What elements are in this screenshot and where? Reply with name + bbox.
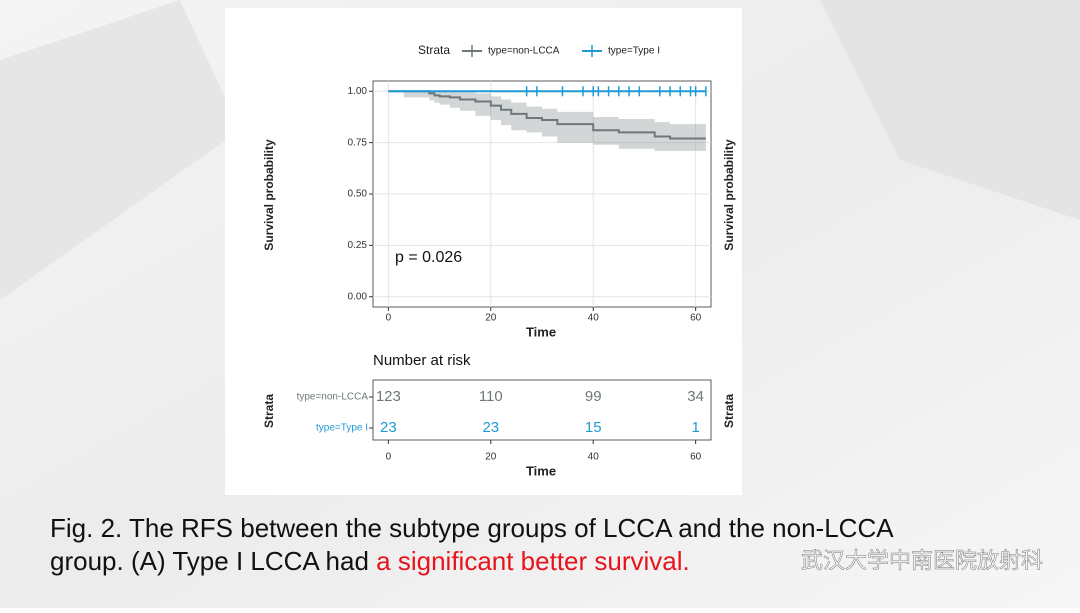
y-tick-label: 1.00 xyxy=(348,86,368,97)
legend-title: Strata xyxy=(418,43,450,57)
risk-x-label: Time xyxy=(526,463,556,478)
legend-label: type=non-LCCA xyxy=(488,46,560,57)
risk-value: 23 xyxy=(380,419,397,436)
caption-text: group. (A) Type I LCCA had xyxy=(50,546,376,576)
risk-x-tick-label: 20 xyxy=(485,452,497,463)
risk-y-label-right: Strata xyxy=(722,394,736,428)
risk-x-tick-label: 40 xyxy=(588,452,600,463)
p-value: p = 0.026 xyxy=(395,249,462,266)
confidence-band xyxy=(388,91,706,151)
x-tick-label: 40 xyxy=(588,313,600,324)
bg-shape xyxy=(0,0,240,300)
risk-panel xyxy=(372,379,712,441)
risk-value: 15 xyxy=(585,419,602,436)
y-tick-label: 0.75 xyxy=(348,137,368,148)
survival-curve xyxy=(388,90,706,140)
risk-value: 123 xyxy=(376,388,401,405)
y-tick-label: 0.00 xyxy=(348,291,368,302)
risk-row-label: type=Type I xyxy=(316,423,368,434)
y-axis-label: Survival probability xyxy=(262,139,276,251)
caption-line: group. (A) Type I LCCA had a significant… xyxy=(50,546,690,576)
watermark: 武汉大学中南医院放射科 xyxy=(801,548,1043,573)
x-axis-label: Time xyxy=(526,324,556,339)
risk-value: 1 xyxy=(691,419,699,436)
x-tick-label: 0 xyxy=(386,313,392,324)
risk-x-tick-label: 0 xyxy=(386,452,392,463)
bg-shape xyxy=(820,0,1080,220)
risk-value: 110 xyxy=(479,388,503,405)
legend-label: type=Type I xyxy=(608,46,660,57)
x-tick-label: 60 xyxy=(690,313,702,324)
risk-value: 23 xyxy=(482,419,499,436)
risk-y-label: Strata xyxy=(262,394,276,428)
x-tick-label: 20 xyxy=(485,313,497,324)
risk-row-label: type=non-LCCA xyxy=(297,392,369,403)
y-axis-label-right: Survival probability xyxy=(722,139,736,251)
risk-value: 34 xyxy=(687,388,704,405)
risk-x-tick-label: 60 xyxy=(690,452,702,463)
risk-value: 99 xyxy=(585,388,602,405)
caption-highlight: a significant better survival. xyxy=(376,546,690,576)
y-tick-label: 0.50 xyxy=(348,189,368,200)
y-tick-label: 0.25 xyxy=(348,240,368,251)
risk-title: Number at risk xyxy=(373,352,471,369)
caption-line: Fig. 2. The RFS between the subtype grou… xyxy=(50,513,894,543)
